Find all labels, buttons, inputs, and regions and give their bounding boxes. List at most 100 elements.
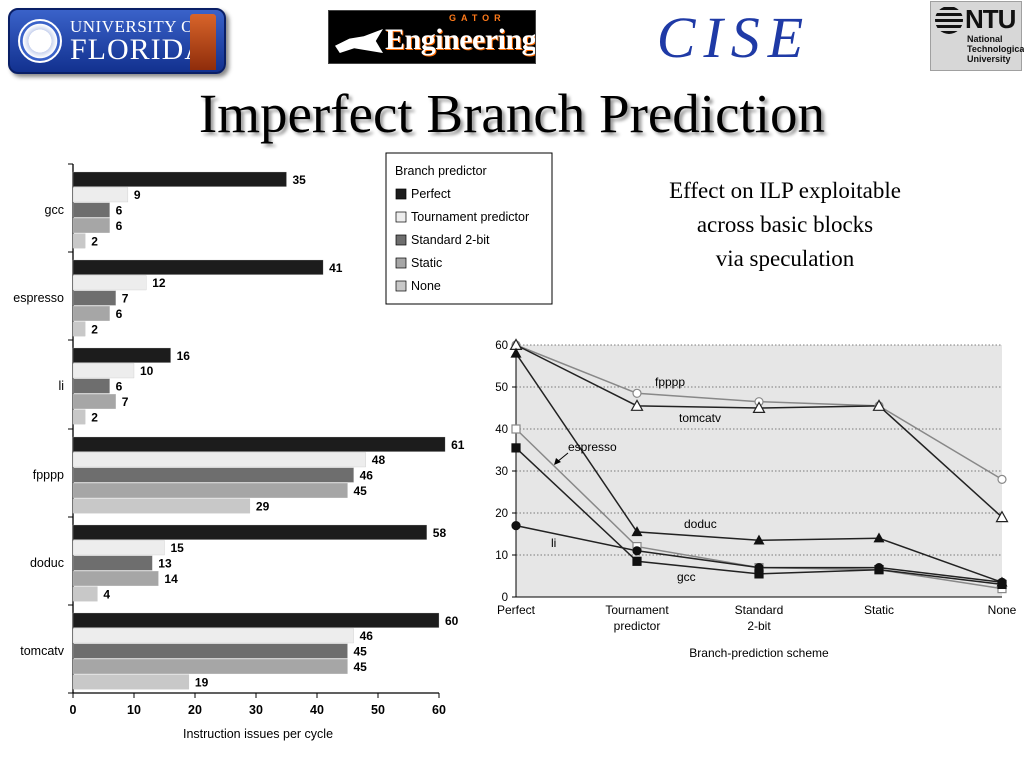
bar <box>72 259 324 275</box>
line-y-tick-label: 50 <box>495 382 508 394</box>
line-point <box>874 562 884 573</box>
line-series-path <box>515 344 1003 518</box>
bar-value-label: 45 <box>354 645 368 659</box>
bar-value-label: 15 <box>171 541 185 555</box>
line-series-label: fpppp <box>655 375 685 389</box>
line-plot-background <box>516 345 1002 597</box>
bar <box>72 321 86 337</box>
bar-value-label: 46 <box>360 629 374 643</box>
line-point <box>874 401 884 411</box>
line-y-tick-label: 60 <box>495 340 508 352</box>
bar-value-label: 2 <box>91 322 98 336</box>
bar-category-label: gcc <box>45 203 64 217</box>
bar <box>72 218 110 233</box>
bar-value-label: 7 <box>122 395 129 409</box>
line-y-tick-label: 40 <box>495 424 508 436</box>
bar-value-label: 7 <box>122 292 129 306</box>
bar <box>72 498 251 514</box>
bar <box>72 643 348 659</box>
bar <box>72 275 147 291</box>
bar <box>72 394 116 409</box>
slide-caption: Effect on ILP exploitable across basic b… <box>610 174 960 276</box>
line-series-label: espresso <box>568 440 617 454</box>
bar <box>72 290 116 306</box>
line-x-tick-label: Static <box>864 603 894 617</box>
ntu-logo-big-text: NTU <box>965 4 1016 34</box>
line-y-tick-label: 20 <box>495 508 508 520</box>
bar-legend-label: Tournament predictor <box>411 210 529 224</box>
bar-category-label: fpppp <box>33 468 64 482</box>
line-series-label: gcc <box>677 570 696 584</box>
line-point <box>510 347 522 358</box>
bar-x-tick-label: 10 <box>127 703 141 717</box>
line-point <box>997 474 1007 484</box>
bar-value-label: 45 <box>354 484 368 498</box>
line-point <box>997 579 1007 590</box>
bar-legend-swatch <box>395 234 407 246</box>
bar-legend-label: Standard 2-bit <box>411 233 490 247</box>
bar-legend-swatch <box>395 257 407 269</box>
bar-value-label: 12 <box>152 276 166 290</box>
bar-category-label: espresso <box>13 291 64 305</box>
bar <box>72 555 153 571</box>
line-point <box>632 541 642 552</box>
bar-value-label: 19 <box>195 675 209 689</box>
line-point <box>509 338 523 350</box>
bar-x-tick-label: 30 <box>249 703 263 717</box>
bar <box>72 306 110 321</box>
espresso-label-arrow <box>556 452 569 463</box>
bar <box>72 378 110 394</box>
bar-value-label: 14 <box>164 572 178 586</box>
bar <box>72 436 446 452</box>
ntu-globe-icon <box>935 6 963 34</box>
bar <box>72 628 354 644</box>
line-series-path <box>515 447 1003 586</box>
line-point <box>874 565 884 575</box>
line-series-path <box>515 428 1003 590</box>
bar <box>72 233 86 249</box>
bar-value-label: 13 <box>158 557 172 571</box>
line-point <box>630 399 644 411</box>
bar-value-label: 58 <box>433 526 447 540</box>
line-point <box>754 562 764 573</box>
line-series-path <box>515 352 1003 584</box>
line-point <box>754 397 764 407</box>
line-point <box>511 340 521 350</box>
gator-logo-big-text: Engineering <box>385 23 536 56</box>
bar-legend-label: Perfect <box>411 187 451 201</box>
bar <box>72 171 287 187</box>
caption-line: across basic blocks <box>696 212 874 237</box>
line-point <box>752 401 766 413</box>
line-point <box>511 520 521 531</box>
uf-logo-text: UNIVERSITY OF FLORIDA <box>70 18 207 65</box>
bar <box>72 347 171 363</box>
bar-legend-title: Branch predictor <box>395 164 487 178</box>
bar <box>72 612 440 628</box>
bar <box>72 363 135 379</box>
line-point <box>873 532 885 543</box>
bar-value-label: 61 <box>451 438 465 452</box>
line-point <box>997 583 1007 594</box>
line-point <box>995 510 1009 523</box>
line-point <box>511 443 521 453</box>
line-point <box>511 424 521 434</box>
bar-value-label: 6 <box>116 204 123 218</box>
line-point <box>631 526 643 537</box>
bar-value-label: 29 <box>256 499 270 513</box>
line-y-tick-label: 30 <box>495 466 508 478</box>
bar-value-label: 9 <box>134 188 141 202</box>
bar-value-label: 10 <box>140 364 154 378</box>
ntu-logo-line: University <box>967 54 1011 64</box>
line-series-label: tomcatv <box>679 411 721 425</box>
ntu-logo-line: Technological <box>967 44 1024 54</box>
line-x-tick-label: 2-bit <box>747 619 771 633</box>
bar-legend-label: Static <box>411 256 442 270</box>
ntu-logo-subtitle: National Technological University <box>967 34 1024 64</box>
ntu-logo-line: National <box>967 34 1003 44</box>
bar-legend-swatch <box>395 211 407 223</box>
bar-value-label: 6 <box>116 307 123 321</box>
ntu-logo: NTU National Technological University <box>930 1 1024 71</box>
bar <box>72 409 86 425</box>
line-x-axis-title: Branch-prediction scheme <box>689 646 829 660</box>
uf-seal-icon <box>18 19 62 63</box>
